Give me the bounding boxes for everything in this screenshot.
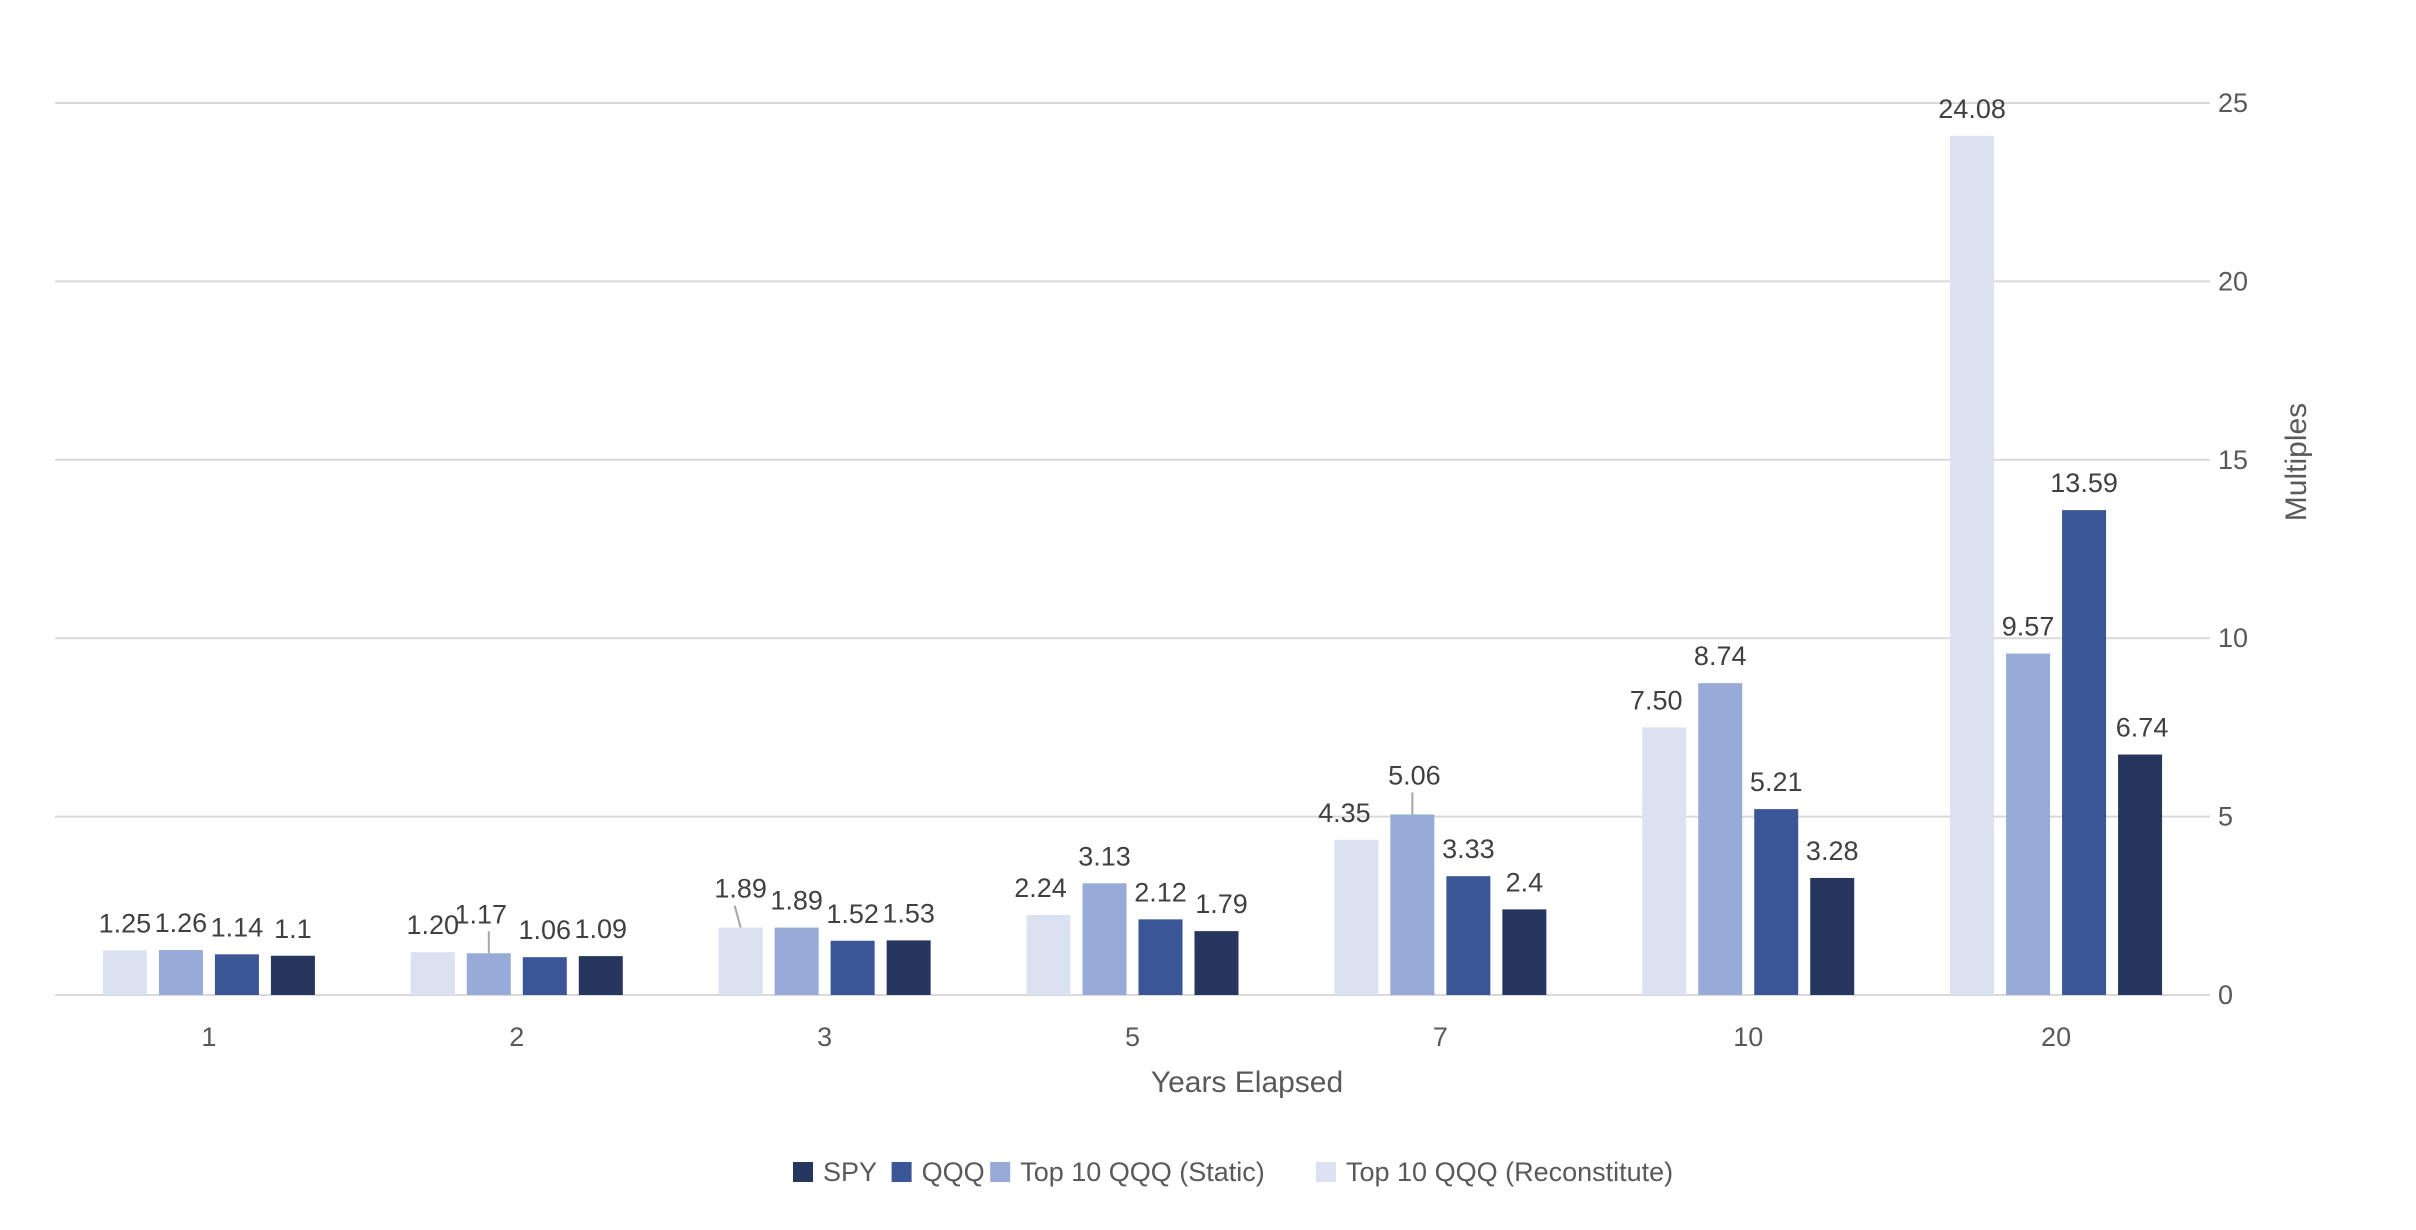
data-label: 2.4 (1506, 867, 1544, 897)
bar-qqq-10 (1754, 809, 1799, 995)
bar-top-10-qqq-reconstitute--3 (718, 927, 763, 995)
legend-swatch (990, 1162, 1011, 1182)
legend-swatch (793, 1162, 813, 1182)
y-axis-title: Multiples (2280, 403, 2313, 521)
bar-top-10-qqq-static--7 (1390, 814, 1435, 995)
data-label: 5.06 (1388, 760, 1441, 790)
data-label: 3.33 (1442, 834, 1495, 864)
x-tick-label: 1 (201, 1022, 216, 1052)
y-tick-label: 5 (2218, 802, 2233, 832)
data-label: 1.89 (770, 886, 823, 916)
y-tick-label: 10 (2218, 623, 2248, 653)
legend-item-spy: SPY (793, 1157, 877, 1187)
x-tick-label: 5 (1125, 1022, 1140, 1052)
data-label: 1.53 (882, 898, 935, 928)
legend-item-top-10-qqq-reconstitute-: Top 10 QQQ (Reconstitute) (1316, 1157, 1673, 1187)
data-label: 1.06 (519, 915, 572, 945)
bar-spy-2 (578, 956, 623, 995)
bar-spy-7 (1502, 909, 1547, 995)
data-label: 5.21 (1750, 767, 1803, 797)
data-label: 1.52 (826, 899, 879, 929)
data-label: 1.09 (575, 914, 628, 944)
x-axis-title: Years Elapsed (1151, 1066, 1343, 1099)
bar-spy-20 (2118, 754, 2163, 995)
y-tick-label: 0 (2218, 980, 2233, 1010)
legend-label: QQQ (922, 1157, 985, 1187)
bar-qqq-3 (830, 940, 875, 995)
bar-top-10-qqq-reconstitute--1 (102, 950, 147, 995)
legend-label: Top 10 QQQ (Static) (1020, 1157, 1265, 1187)
bar-qqq-2 (522, 957, 567, 995)
bar-top-10-qqq-reconstitute--20 (1950, 135, 1995, 995)
data-label: 1.20 (407, 910, 460, 940)
x-tick-label: 20 (2041, 1022, 2071, 1052)
data-label: 7.50 (1630, 685, 1683, 715)
data-label: 1.14 (211, 912, 264, 942)
bar-spy-10 (1810, 877, 1855, 995)
bars (102, 135, 2163, 995)
data-labels: 1.25 1.26 1.14 1.1 1.201.171.06 1.091.89 1.89 1… (99, 94, 2169, 954)
legend-swatch (1316, 1162, 1336, 1182)
data-label: 2.12 (1134, 877, 1187, 907)
axes: Years Elapsed Multiples 0 5 10 15 20 25 1 2 3 5 7 1… (201, 88, 2313, 1099)
data-label: 1.26 (155, 908, 208, 938)
bar-top-10-qqq-static--10 (1698, 683, 1743, 995)
bar-top-10-qqq-reconstitute--5 (1026, 915, 1071, 995)
data-label: 2.24 (1014, 873, 1067, 903)
bar-qqq-7 (1446, 876, 1491, 995)
bar-qqq-5 (1138, 919, 1183, 995)
data-label: 8.74 (1694, 641, 1747, 671)
data-label: 6.74 (2116, 713, 2169, 743)
data-label: 1.79 (1195, 889, 1248, 919)
legend-swatch (891, 1162, 912, 1182)
leader-line (733, 905, 742, 928)
x-tick-label: 10 (1733, 1022, 1763, 1052)
x-tick-label: 7 (1433, 1022, 1448, 1052)
data-label: 24.08 (1938, 94, 2006, 124)
legend-item-top-10-qqq-static-: Top 10 QQQ (Static) (990, 1157, 1265, 1187)
bar-top-10-qqq-reconstitute--2 (410, 952, 455, 995)
y-tick-label: 25 (2218, 88, 2248, 118)
bar-top-10-qqq-reconstitute--7 (1334, 839, 1379, 995)
bar-spy-1 (270, 955, 315, 995)
data-label: 3.28 (1806, 836, 1859, 866)
gridlines (55, 102, 2210, 996)
bar-top-10-qqq-static--20 (2006, 653, 2051, 995)
x-tick-label: 3 (817, 1022, 832, 1052)
bar-qqq-1 (214, 954, 259, 995)
y-tick-label: 15 (2218, 445, 2248, 475)
bar-top-10-qqq-static--5 (1082, 883, 1127, 995)
legend-item-qqq: QQQ (891, 1157, 985, 1187)
bar-top-10-qqq-static--2 (466, 953, 511, 995)
bar-top-10-qqq-static--3 (774, 927, 819, 995)
y-tick-label: 20 (2218, 266, 2248, 296)
x-tick-label: 2 (509, 1022, 524, 1052)
legend: SPY QQQ Top 10 QQQ (Static) Top 10 QQQ (Rec… (793, 1157, 1673, 1187)
bar-spy-3 (886, 940, 931, 995)
data-label: 1.89 (714, 874, 767, 904)
data-label: 1.25 (99, 908, 152, 938)
data-label: 3.13 (1078, 841, 1131, 871)
bar-qqq-20 (2062, 510, 2107, 995)
data-label: 1.17 (455, 899, 508, 929)
data-label: 13.59 (2050, 468, 2118, 498)
bar-top-10-qqq-static--1 (158, 950, 203, 995)
bar-spy-5 (1194, 931, 1239, 995)
legend-label: Top 10 QQQ (Reconstitute) (1346, 1157, 1673, 1187)
data-label: 9.57 (2002, 612, 2055, 642)
data-label: 4.35 (1318, 798, 1371, 828)
legend-label: SPY (823, 1157, 877, 1187)
bar-top-10-qqq-reconstitute--10 (1642, 727, 1687, 995)
data-label: 1.1 (274, 914, 312, 944)
